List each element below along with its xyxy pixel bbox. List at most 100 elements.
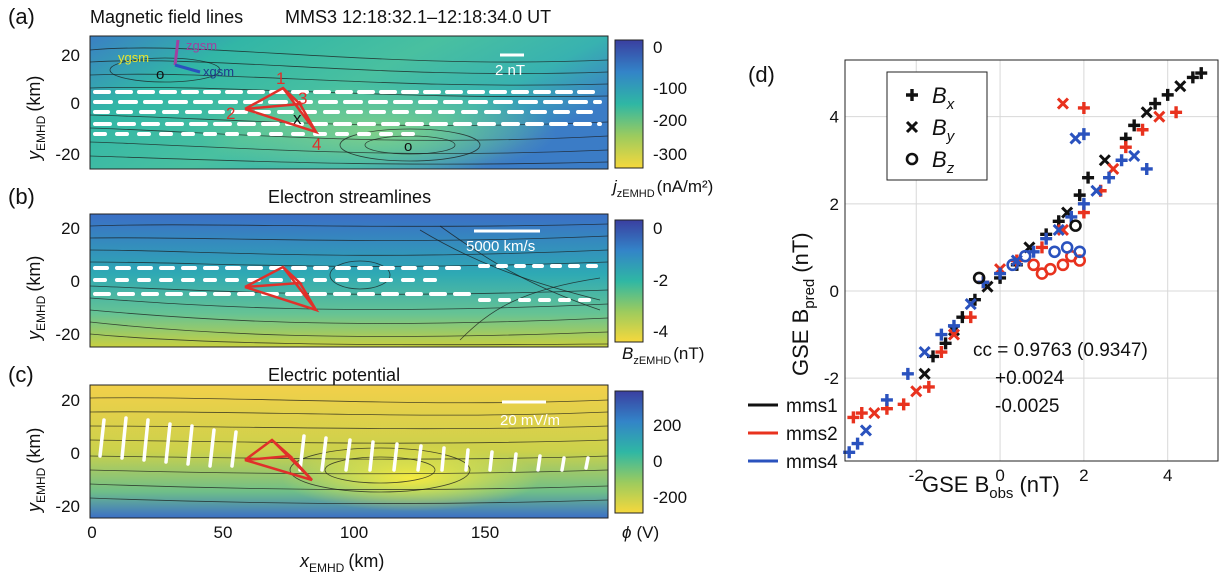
svg-text:-2: -2 — [653, 271, 668, 290]
tetra-label-4: 4 — [312, 135, 321, 154]
svg-text:50: 50 — [214, 523, 233, 542]
point-mms2 — [1056, 223, 1069, 237]
point-mms1 — [1195, 67, 1208, 80]
svg-text:0: 0 — [653, 219, 662, 238]
panel-a-x-marker: x — [293, 109, 302, 128]
legend-marker-x — [906, 89, 918, 101]
panel-a-o-marker-2: o — [404, 138, 412, 155]
point-mms4-Bz — [1060, 241, 1074, 254]
panel-a-tetrahedron — [244, 86, 320, 135]
point-mms4 — [918, 345, 931, 359]
x-tick-label: -2 — [909, 466, 924, 485]
y-tick-label: 2 — [830, 195, 839, 214]
svg-text:0: 0 — [653, 452, 662, 471]
svg-text:100: 100 — [340, 523, 368, 542]
point-mms4 — [1103, 171, 1116, 184]
annotation-cc: cc = 0.9763 (0.9347) — [973, 340, 1148, 361]
point-mms2 — [935, 346, 948, 359]
point-mms2 — [1119, 141, 1132, 154]
point-mms4 — [1069, 132, 1082, 145]
panel-a-cbar-tick-2: -200 — [653, 111, 687, 130]
panel-a-cbar-tick-1: -100 — [653, 79, 687, 98]
panel-b-colorbar-ticks: 0 -2 -4 — [653, 219, 668, 341]
legend-label-y: By — [932, 115, 956, 145]
panel-c-frame — [89, 384, 609, 519]
point-mms4 — [859, 424, 873, 437]
panel-a-ygsm-label: ygsm — [118, 50, 149, 65]
point-mms2 — [855, 407, 868, 420]
y-tick-label: -2 — [824, 369, 839, 388]
point-mms1 — [1128, 119, 1141, 132]
point-mms1 — [918, 367, 931, 380]
point-mms1-Bz — [972, 271, 986, 285]
tetra-label-1: 1 — [276, 69, 285, 88]
svg-text:0: 0 — [71, 272, 80, 291]
legend-text-mms1: mms1 — [786, 396, 838, 417]
panel-a-gsm-axes: ygsm xgsm zgsm — [118, 38, 234, 79]
point-mms1 — [1082, 171, 1095, 184]
panel-b-yticks: 20 0 -20 — [55, 219, 80, 344]
svg-text:0: 0 — [71, 444, 80, 463]
point-mms2 — [1136, 123, 1149, 136]
point-mms2-Bz — [1056, 258, 1070, 272]
annotation-line-2: +0.0024 — [995, 368, 1065, 389]
panel-a-colorbar-label: jzEMHD (nA/m²) — [611, 177, 713, 200]
panel-c-yticks: 20 0 -20 — [55, 391, 80, 516]
x-tick-label: 2 — [1079, 466, 1088, 485]
point-mms4 — [1115, 154, 1128, 167]
point-mms4 — [1128, 149, 1141, 162]
point-mms1 — [1140, 106, 1153, 119]
annotation-line-3: -0.0025 — [995, 396, 1059, 417]
panel-a-field-arrows — [93, 90, 602, 136]
point-mms2 — [1056, 97, 1069, 110]
point-mms4-Bz — [1048, 245, 1061, 259]
point-mms1 — [1149, 97, 1162, 110]
tetra-label-3: 3 — [298, 89, 307, 108]
panel-b-field-image — [90, 214, 608, 347]
svg-text:200: 200 — [653, 416, 681, 435]
point-mms1-Bz — [1069, 219, 1082, 232]
panel-a-contours — [89, 47, 609, 165]
point-mms2 — [847, 411, 860, 424]
panel-a-o-marker-1: o — [156, 66, 164, 83]
panel-c-colorbar — [614, 390, 644, 514]
panel-a-letter: (a) — [8, 4, 35, 29]
panel-c-colorbar-ticks: 200 0 -200 — [653, 416, 687, 507]
point-mms4 — [1065, 210, 1078, 223]
legend-text-mms2: mms2 — [786, 424, 838, 445]
point-mms4 — [1140, 162, 1153, 175]
point-mms2 — [922, 380, 935, 393]
panel-b-colorbar-label: BzEMHD (nT) — [622, 344, 704, 367]
point-mms2 — [1153, 110, 1166, 123]
legend-text-mms4: mms4 — [786, 452, 838, 473]
point-mms4 — [1040, 232, 1053, 245]
svg-text:-4: -4 — [653, 322, 668, 341]
scatter-frame — [844, 59, 1219, 462]
scatter-marks — [843, 67, 1208, 459]
panel-a-zgsm-label: zgsm — [186, 38, 217, 53]
svg-text:20: 20 — [61, 219, 80, 238]
panel-a-cbar-tick-3: -300 — [653, 145, 687, 164]
panel-a-ytick-m20: -20 — [55, 145, 80, 164]
panel-b-ylabel: yEMHD(km) — [24, 256, 48, 342]
point-mms1 — [939, 337, 952, 350]
point-mms4 — [964, 298, 977, 311]
point-mms4 — [935, 328, 948, 341]
svg-text:0: 0 — [87, 523, 96, 542]
panel-c-scale-label: 20 mV/m — [500, 412, 560, 429]
point-mms4 — [1077, 197, 1090, 210]
x-tick-label: 4 — [1163, 466, 1172, 485]
x-tick-label: 0 — [995, 466, 1004, 485]
panel-b: (b) Electron streamlines 5000 km/s — [8, 184, 704, 367]
point-mms1 — [1098, 154, 1111, 167]
panel-b-title: Electron streamlines — [268, 187, 431, 207]
point-mms2 — [868, 406, 881, 420]
point-mms2 — [947, 328, 961, 341]
point-mms4-Bz — [1006, 258, 1019, 272]
panel-a-cbar-tick-0: 0 — [653, 38, 662, 57]
point-mms2-Bz — [1027, 258, 1040, 272]
panel-c-tetrahedron — [244, 438, 313, 482]
